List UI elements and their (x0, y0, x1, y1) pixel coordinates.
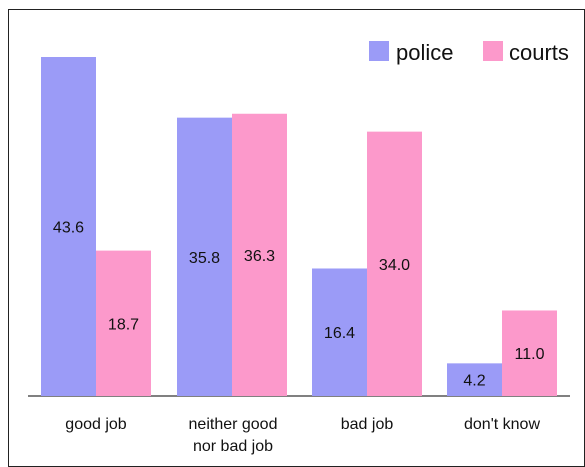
category-label-1-line-1: nor bad job (193, 438, 273, 455)
category-label-1-line-0: neither good (189, 416, 278, 433)
value-label-police-1: 35.8 (189, 250, 220, 267)
bar-courts-2 (367, 131, 422, 396)
category-label-group: good job neither good nor bad job bad job do… (65, 416, 540, 455)
value-label-police-3: 4.2 (463, 373, 485, 390)
value-label-courts-2: 34.0 (379, 257, 410, 274)
value-label-police-2: 16.4 (324, 325, 355, 342)
bar-courts-3 (502, 310, 557, 396)
bar-police-0 (41, 57, 96, 396)
value-label-group: 43.6 35.8 16.4 4.2 18.7 36.3 34.0 11.0 (53, 220, 545, 390)
legend: police courts (369, 40, 569, 65)
legend-swatch-courts (483, 41, 503, 61)
bar-police-3 (447, 363, 502, 396)
legend-label-police: police (396, 40, 453, 65)
category-label-3-line-0: don't know (464, 416, 540, 433)
legend-label-courts: courts (509, 40, 569, 65)
category-label-0-line-0: good job (65, 416, 126, 433)
bar-courts-0 (96, 250, 151, 396)
value-label-courts-0: 18.7 (108, 316, 139, 333)
category-label-2-line-0: bad job (341, 416, 394, 433)
bar-police-1 (177, 117, 232, 396)
bar-police-2 (312, 268, 367, 396)
legend-swatch-police (369, 41, 389, 61)
bar-courts-1 (232, 113, 287, 397)
value-label-courts-3: 11.0 (515, 346, 545, 363)
bar-group (41, 57, 557, 397)
value-label-courts-1: 36.3 (244, 248, 275, 265)
value-label-police-0: 43.6 (53, 220, 84, 237)
